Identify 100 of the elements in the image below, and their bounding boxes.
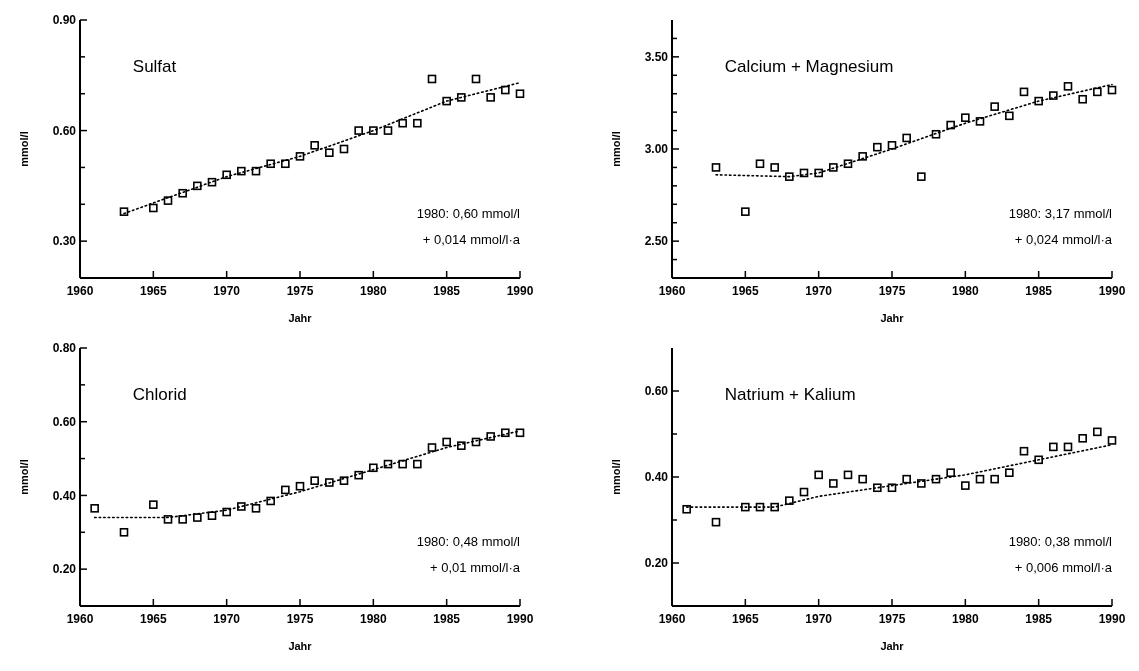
- point: [501, 85, 510, 95]
- point: [427, 443, 437, 452]
- text: Chlorid: [132, 384, 187, 404]
- y-axis-title: mmol/l: [610, 131, 622, 167]
- x-axis-title: Jahr: [288, 640, 313, 652]
- point: [149, 500, 158, 509]
- point: [149, 203, 158, 213]
- text: Calcium + Magnesium: [724, 56, 894, 76]
- point: [770, 163, 779, 172]
- point: [711, 163, 721, 172]
- point: [1034, 96, 1043, 106]
- x-axis-title: Jahr: [880, 640, 905, 652]
- x-tick-label: 1965: [139, 284, 167, 298]
- x-tick-label: 1985: [433, 612, 461, 626]
- point: [442, 437, 451, 447]
- point: [1093, 427, 1102, 437]
- point: [961, 113, 970, 122]
- point: [413, 118, 422, 128]
- point: [990, 474, 999, 484]
- annotation: + 0,006 mmol/l·a: [1014, 560, 1113, 575]
- point: [119, 527, 129, 537]
- y-tick-label: 0.60: [52, 414, 77, 429]
- y-tick-label: 0.20: [644, 556, 669, 571]
- annotation: 1980: 3,17 mmol/l: [1008, 206, 1113, 221]
- point: [975, 474, 985, 484]
- point: [398, 118, 407, 128]
- x-tick-label: 1985: [1025, 284, 1053, 298]
- y-tick-label: 0.20: [52, 562, 77, 577]
- x-tick-label: 1975: [286, 284, 314, 298]
- y-tick-label: 0.40: [52, 488, 77, 503]
- point: [990, 102, 999, 111]
- y-tick-label: 3.50: [644, 50, 669, 65]
- point: [310, 476, 319, 485]
- point: [755, 159, 765, 169]
- point: [354, 126, 363, 135]
- point: [961, 481, 970, 490]
- x-tick-label: 1985: [433, 284, 461, 298]
- x-tick-label: 1965: [731, 612, 759, 626]
- point: [902, 133, 911, 143]
- point: [887, 141, 897, 150]
- x-tick-label: 1980: [359, 284, 387, 298]
- y-tick-label: 0.40: [644, 470, 669, 485]
- x-tick-label: 1970: [213, 284, 241, 298]
- point: [1107, 85, 1117, 95]
- point: [1063, 442, 1073, 452]
- x-tick-label: 1960: [66, 612, 94, 626]
- x-tick-label: 1970: [805, 284, 833, 298]
- point: [486, 93, 495, 102]
- annotation: 1980: 0,48 mmol/l: [416, 534, 521, 549]
- point: [207, 511, 217, 520]
- point: [339, 144, 349, 154]
- point: [178, 515, 187, 524]
- point: [281, 485, 290, 495]
- point: [1005, 468, 1014, 477]
- x-tick-label: 1985: [1025, 612, 1053, 626]
- y-tick-label: 0.60: [644, 384, 669, 399]
- point: [741, 207, 750, 216]
- point: [799, 487, 809, 497]
- y-axis-title: mmol/l: [18, 131, 30, 167]
- point: [369, 463, 378, 473]
- x-tick-label: 1975: [286, 612, 314, 626]
- point: [90, 504, 99, 513]
- point: [829, 479, 838, 488]
- x-tick-label: 1975: [878, 612, 906, 626]
- point: [1019, 87, 1029, 97]
- x-tick-label: 1965: [731, 284, 759, 298]
- x-tick-label: 1980: [951, 284, 979, 298]
- y-axis-title: mmol/l: [18, 459, 30, 495]
- point: [814, 470, 823, 480]
- point: [310, 141, 319, 150]
- y-axis-title: mmol/l: [610, 459, 622, 495]
- y-tick-label: 0.90: [52, 13, 77, 28]
- x-tick-label: 1965: [139, 612, 167, 626]
- y-tick-label: 2.50: [644, 234, 669, 249]
- point: [515, 428, 525, 438]
- point: [295, 481, 305, 491]
- x-tick-label: 1990: [506, 612, 534, 626]
- point: [398, 459, 407, 469]
- x-tick-label: 1960: [658, 284, 686, 298]
- point: [1063, 82, 1073, 91]
- point: [325, 148, 334, 157]
- x-tick-label: 1990: [1098, 612, 1126, 626]
- x-tick-label: 1980: [951, 612, 979, 626]
- point: [1078, 94, 1087, 104]
- annotation: + 0,024 mmol/l·a: [1014, 232, 1113, 247]
- point: [515, 89, 525, 99]
- point: [251, 504, 261, 513]
- x-tick-label: 1970: [805, 612, 833, 626]
- annotation: + 0,01 mmol/l·a: [430, 560, 521, 575]
- point: [858, 474, 867, 484]
- x-tick-label: 1970: [213, 612, 241, 626]
- y-tick-label: 0.60: [52, 123, 77, 138]
- text: Sulfat: [132, 56, 177, 76]
- x-tick-label: 1960: [66, 284, 94, 298]
- annotation: + 0,014 mmol/l·a: [422, 232, 521, 247]
- y-tick-label: 3.00: [644, 142, 669, 157]
- y-tick-label: 0.80: [52, 341, 77, 356]
- point: [1093, 87, 1102, 97]
- x-axis-title: Jahr: [288, 312, 313, 324]
- point: [711, 517, 721, 527]
